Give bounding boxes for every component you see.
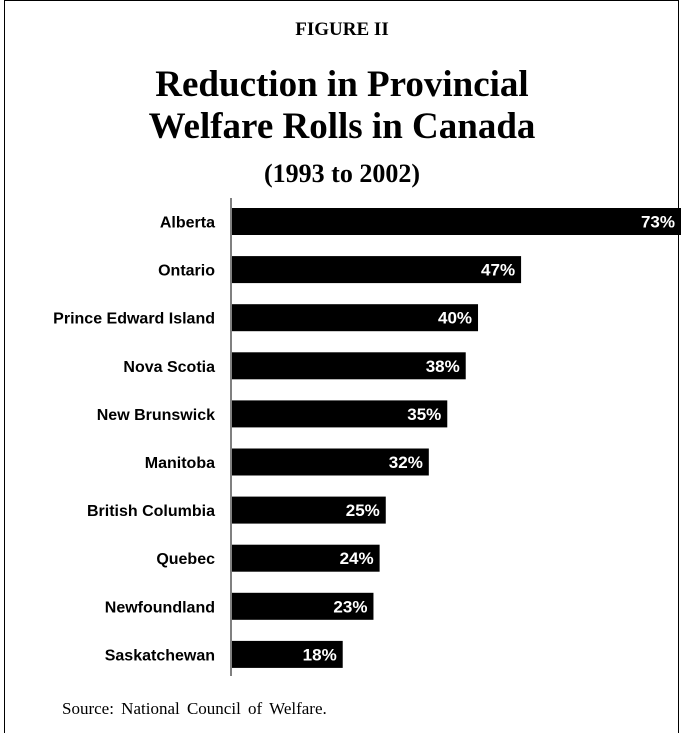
chart-subtitle: (1993 to 2002) <box>264 159 420 188</box>
category-label-new-brunswick: New Brunswick <box>97 407 215 424</box>
bar-manitoba <box>232 448 429 476</box>
category-label-manitoba: Manitoba <box>145 455 215 472</box>
value-label-alberta: 73% <box>641 213 675 232</box>
value-label-prince-edward-island: 40% <box>438 309 472 328</box>
chart-title-line-1: Reduction in Provincial <box>155 64 529 105</box>
category-label-quebec: Quebec <box>156 551 215 568</box>
bar-quebec <box>232 544 380 572</box>
value-label-new-brunswick: 35% <box>407 405 441 424</box>
category-label-newfoundland: Newfoundland <box>105 599 215 616</box>
bar-alberta <box>232 208 681 235</box>
bar-british-columbia <box>232 496 386 524</box>
bar-nova-scotia <box>232 352 466 380</box>
bars-layer: Alberta 73% Ontario 47% Prince Edward Island… <box>53 208 681 668</box>
bar-new-brunswick <box>232 400 448 428</box>
bar-newfoundland <box>232 592 374 620</box>
bar-saskatchewan <box>232 640 343 668</box>
value-label-nova-scotia: 38% <box>426 357 460 376</box>
value-label-manitoba: 32% <box>389 453 423 472</box>
value-label-newfoundland: 23% <box>333 597 367 616</box>
chart-title-line-2: Welfare Rolls in Canada <box>148 106 536 147</box>
value-label-british-columbia: 25% <box>346 501 380 520</box>
bar-ontario <box>232 256 522 284</box>
bar-prince-edward-island <box>232 304 479 332</box>
category-label-ontario: Ontario <box>158 263 215 280</box>
figure-label: FIGURE II <box>295 19 389 40</box>
source-note: Source: National Council of Welfare. <box>62 699 327 718</box>
category-label-saskatchewan: Saskatchewan <box>105 647 215 664</box>
category-label-nova-scotia: Nova Scotia <box>123 359 215 376</box>
chart-title: Reduction in Provincial Welfare Rolls in… <box>0 64 684 148</box>
value-label-ontario: 47% <box>481 261 515 280</box>
figure-frame <box>4 0 679 733</box>
value-label-saskatchewan: 18% <box>303 645 337 664</box>
category-label-prince-edward-island: Prince Edward Island <box>53 311 215 328</box>
category-label-british-columbia: British Columbia <box>87 503 215 520</box>
value-label-quebec: 24% <box>340 549 374 568</box>
category-label-alberta: Alberta <box>160 215 215 232</box>
